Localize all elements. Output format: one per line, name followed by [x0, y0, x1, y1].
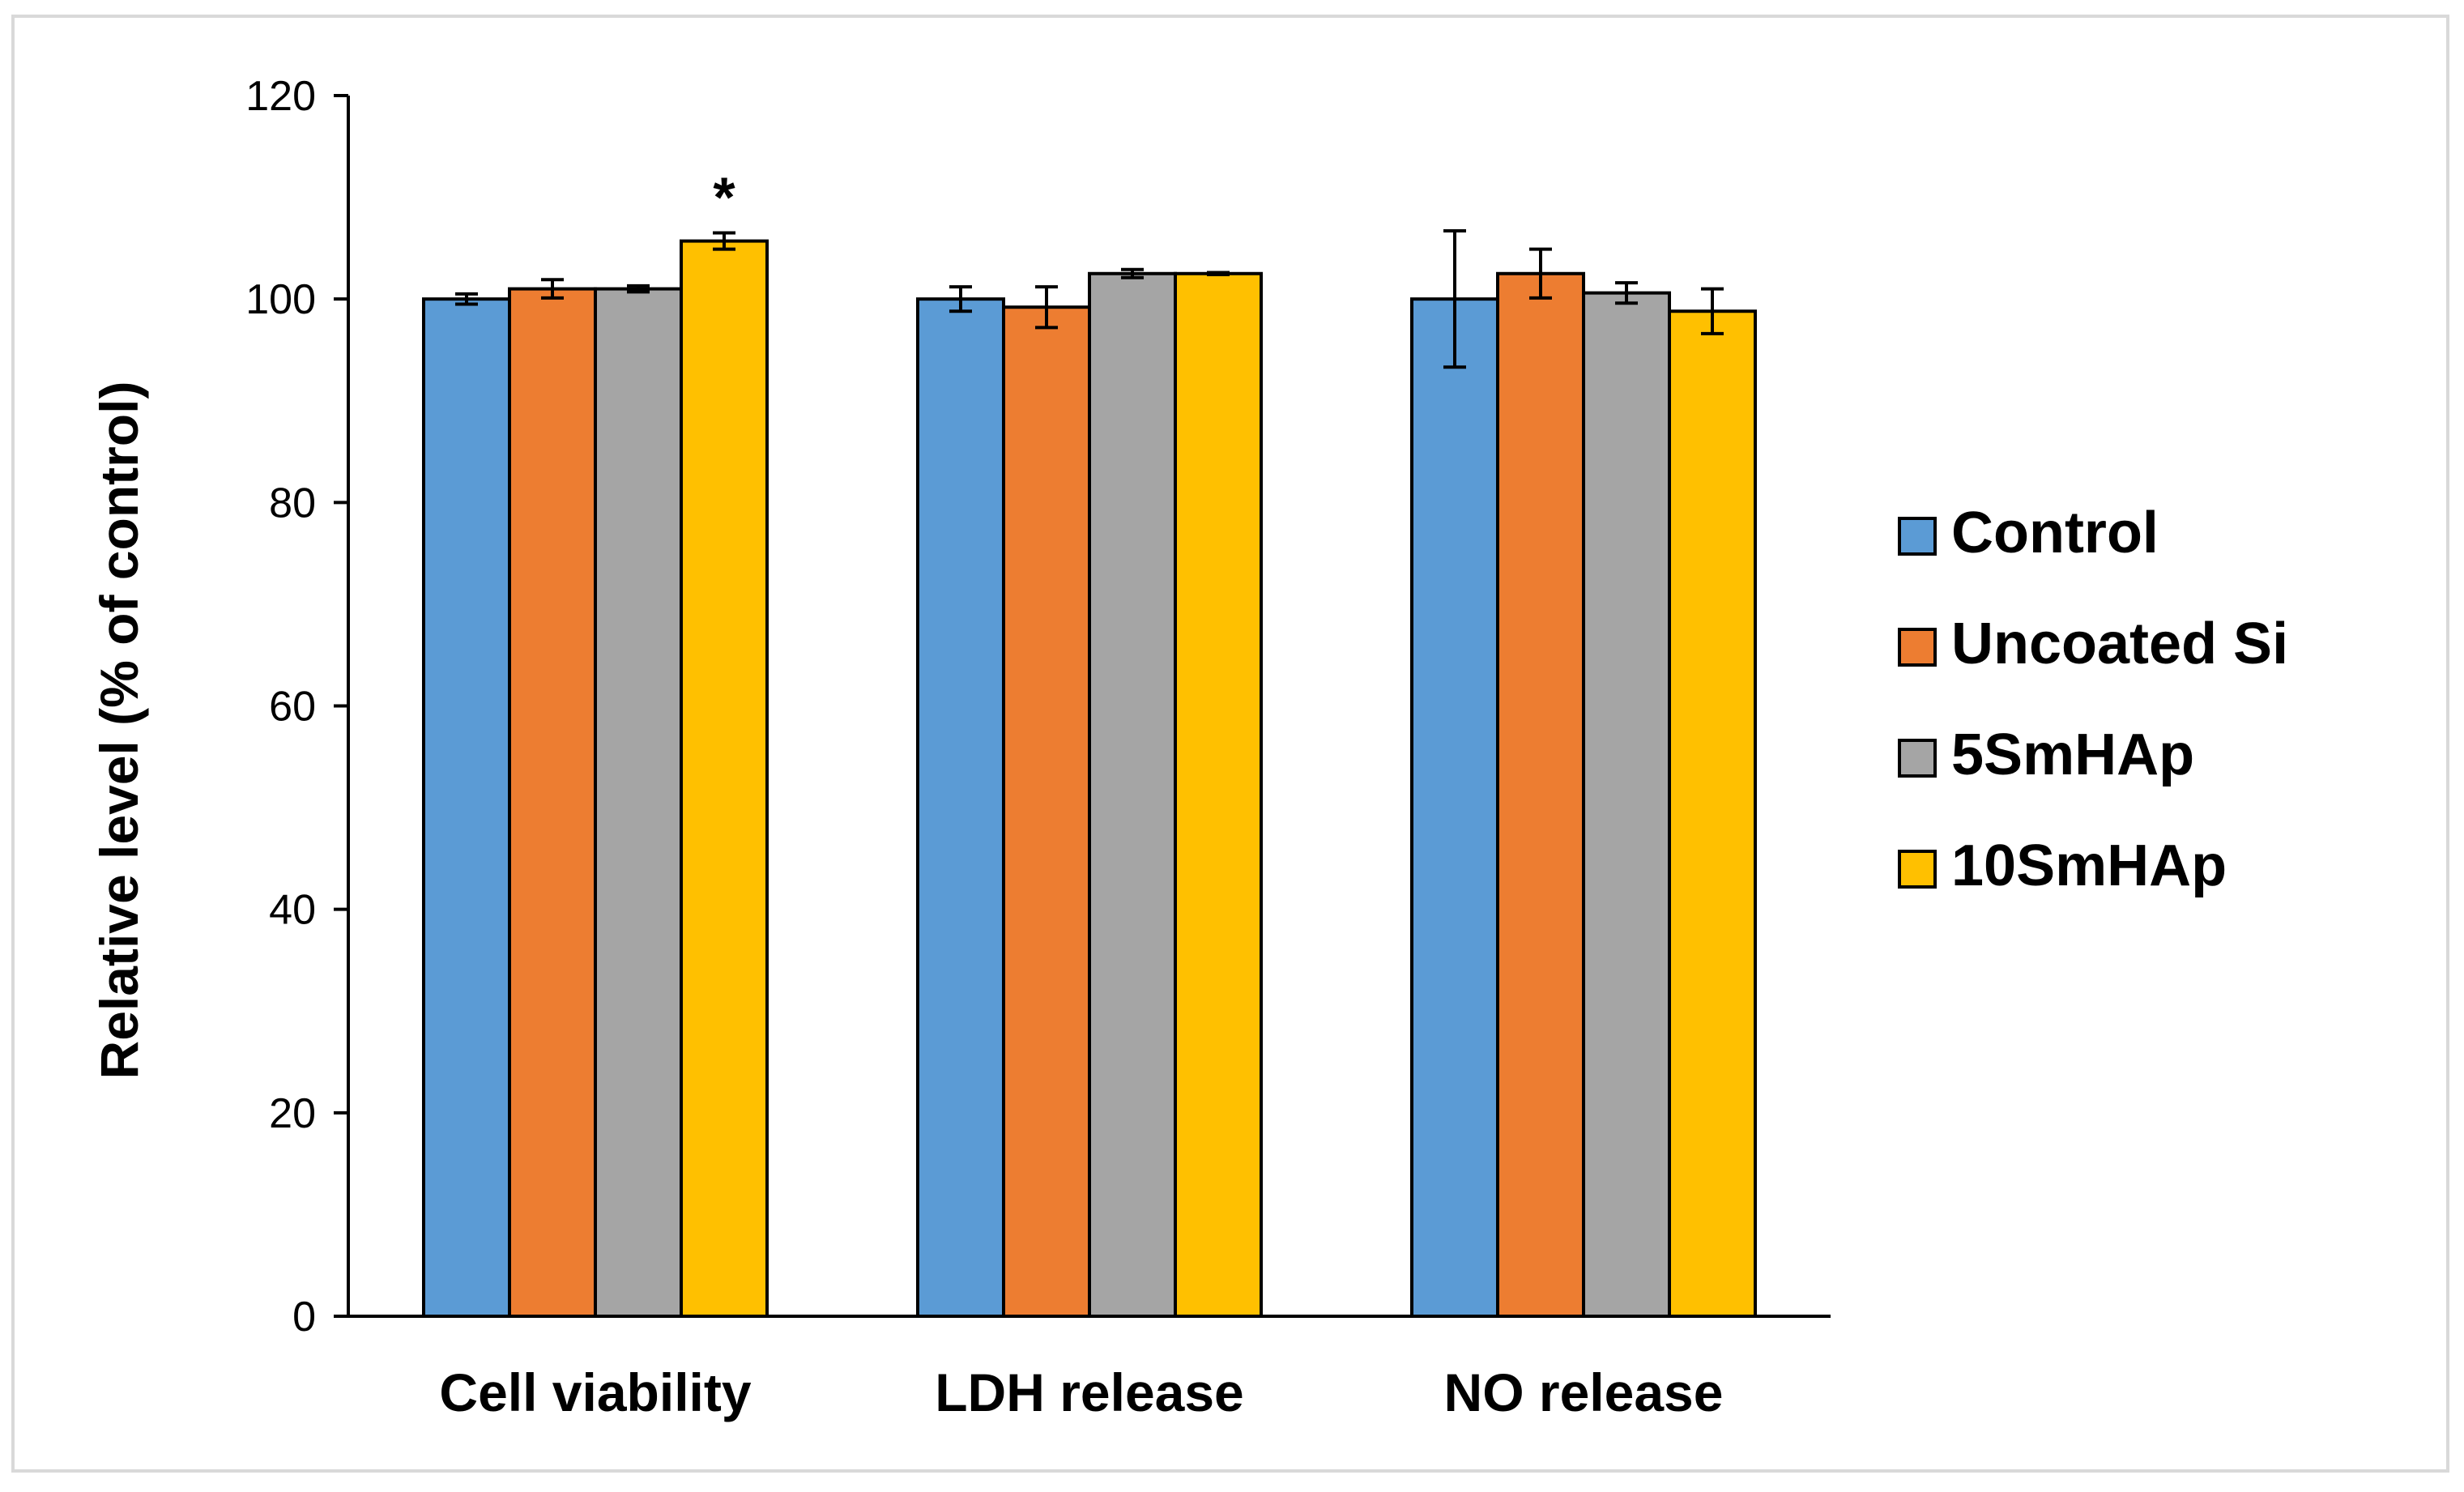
y-tick-label: 0 — [292, 1294, 316, 1341]
bar-10smhap-ldh-release — [1174, 271, 1263, 1318]
x-category-label: NO release — [1444, 1362, 1724, 1422]
legend-item: Control — [1898, 501, 2159, 565]
legend-swatch — [1898, 739, 1937, 778]
error-bar — [713, 231, 735, 251]
legend-label: 5SmHAp — [1951, 723, 2194, 787]
error-bar — [1701, 287, 1724, 335]
legend-label: Uncoated Si — [1951, 612, 2288, 676]
bar-5smhap-no-release — [1582, 291, 1671, 1318]
legend-label: 10SmHAp — [1951, 833, 2227, 898]
error-bar — [1207, 271, 1230, 277]
y-tick-label: 40 — [269, 887, 316, 934]
bar-10smhap-no-release — [1668, 309, 1757, 1318]
legend-swatch — [1898, 628, 1937, 667]
y-tick-label: 100 — [245, 276, 316, 323]
x-category-label: LDH release — [935, 1362, 1244, 1422]
bar-control-ldh-release — [916, 297, 1005, 1319]
y-tick-label: 120 — [245, 73, 316, 120]
legend: Control Uncoated Si 5SmHAp 10SmHAp — [1898, 501, 2288, 898]
error-bars — [455, 229, 1724, 369]
bar-uncoated-si-no-release — [1496, 271, 1585, 1318]
error-bar — [949, 285, 972, 313]
bars — [422, 239, 1757, 1319]
y-tick-label: 20 — [269, 1090, 316, 1137]
bar-control-no-release — [1410, 297, 1499, 1319]
significance-marker: * — [713, 166, 735, 229]
bar-control-cell-viability — [422, 297, 511, 1319]
y-tick-label: 60 — [269, 684, 316, 731]
error-bar — [1121, 267, 1144, 279]
bar-10smhap-cell-viability — [680, 239, 769, 1319]
x-category-label: Cell viability — [439, 1362, 751, 1422]
legend-swatch — [1898, 517, 1937, 556]
error-bar — [1443, 229, 1466, 369]
legend-swatch — [1898, 850, 1937, 889]
bar-5smhap-ldh-release — [1088, 271, 1177, 1318]
error-bar — [541, 278, 564, 300]
error-bar — [627, 283, 650, 294]
annotations: * — [713, 166, 735, 229]
legend-item: 10SmHAp — [1898, 833, 2227, 898]
error-bar — [1035, 285, 1058, 330]
legend-item: 5SmHAp — [1898, 723, 2194, 787]
bar-uncoated-si-ldh-release — [1002, 305, 1091, 1318]
legend-label: Control — [1951, 501, 2159, 565]
error-bar — [455, 292, 478, 306]
error-bar — [1615, 281, 1638, 305]
y-tick-label: 80 — [269, 480, 316, 526]
bar-uncoated-si-cell-viability — [508, 287, 597, 1319]
y-axis-ticks: 0 20 40 60 80 100 120 — [245, 73, 348, 1341]
category-labels: Cell viability LDH release NO release — [439, 1362, 1723, 1422]
legend-item: Uncoated Si — [1898, 612, 2288, 676]
y-axis-title: Relative level (% of control) — [89, 382, 149, 1080]
bar-5smhap-cell-viability — [594, 287, 683, 1319]
error-bar — [1529, 247, 1552, 300]
